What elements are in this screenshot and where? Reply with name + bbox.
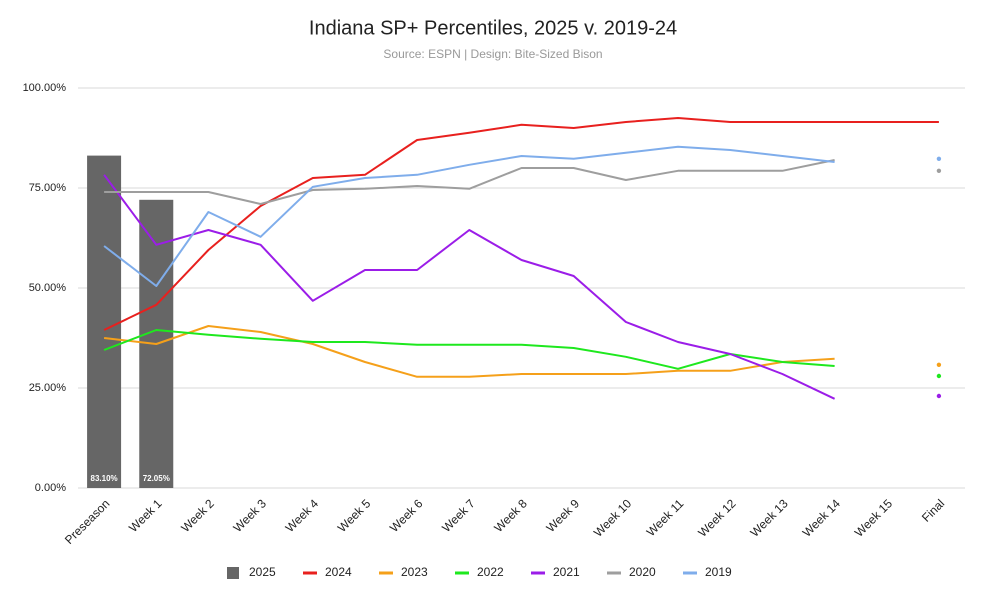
x-tick-label: Preseason [62, 496, 112, 546]
line [104, 326, 939, 377]
line [104, 330, 939, 376]
bar-value-label: 83.10% [91, 474, 118, 483]
chart-title: Indiana SP+ Percentiles, 2025 v. 2019-24 [309, 17, 677, 39]
point [936, 393, 942, 399]
x-tick-label: Week 13 [748, 496, 791, 539]
legend-label: 2020 [629, 565, 656, 579]
x-tick-label: Week 2 [178, 496, 217, 535]
bar [87, 155, 122, 488]
legend-label: 2021 [553, 565, 580, 579]
x-tick-label: Final [919, 496, 947, 524]
x-tick-label: Week 6 [387, 496, 426, 535]
legend-label: 2025 [249, 565, 276, 579]
x-tick-label: Week 9 [544, 496, 583, 535]
x-tick-label: Week 12 [695, 496, 738, 539]
point [936, 168, 942, 173]
bar-value-label: 72.05% [143, 474, 170, 483]
x-tick-label: Week 3 [230, 496, 269, 535]
x-tick-label: Week 7 [439, 496, 478, 535]
point [936, 373, 942, 379]
legend-swatch [227, 567, 239, 579]
x-tick-label: Week 5 [335, 496, 374, 535]
x-tick-label: Week 15 [852, 496, 895, 539]
y-tick-label: 75.00% [29, 182, 67, 194]
legend-label: 2019 [705, 565, 732, 579]
y-tick-label: 25.00% [29, 382, 67, 394]
point [936, 362, 942, 367]
line [103, 117, 939, 331]
y-tick-label: 50.00% [29, 282, 67, 294]
point [936, 156, 942, 161]
legend-label: 2023 [401, 565, 428, 579]
x-tick-label: Week 4 [283, 496, 322, 535]
y-tick-label: 100.00% [23, 82, 67, 94]
chart-subtitle: Source: ESPN | Design: Bite-Sized Bison [383, 47, 602, 61]
x-tick-label: Week 11 [644, 496, 687, 539]
y-tick-label: 0.00% [35, 482, 66, 494]
legend-label: 2022 [477, 565, 504, 579]
x-tick-label: Week 1 [126, 496, 165, 535]
x-tick-label: Week 14 [800, 496, 843, 539]
legend-label: 2024 [325, 565, 352, 579]
line [104, 160, 939, 204]
x-tick-label: Week 8 [491, 496, 530, 535]
x-tick-label: Week 10 [591, 496, 634, 539]
